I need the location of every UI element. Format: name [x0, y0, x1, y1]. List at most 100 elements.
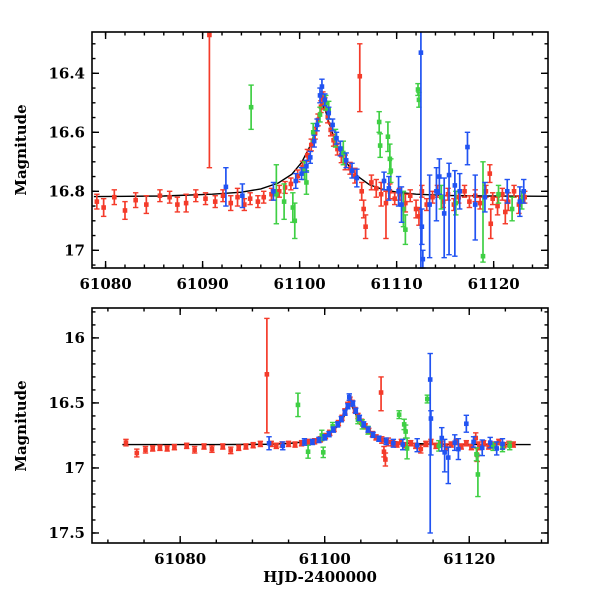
data-point	[305, 439, 311, 445]
data-point	[288, 181, 294, 187]
data-point	[340, 150, 346, 156]
data-point	[339, 416, 344, 422]
data-point	[445, 191, 451, 197]
data-point	[315, 117, 321, 123]
data-point	[428, 416, 434, 421]
data-point	[414, 442, 420, 448]
data-point	[386, 186, 392, 191]
data-point	[316, 437, 322, 443]
data-point	[273, 443, 279, 449]
data-point	[381, 178, 387, 184]
data-point	[314, 122, 320, 128]
data-point	[184, 443, 189, 449]
data-point	[471, 439, 476, 445]
data-point	[383, 457, 388, 462]
data-point	[423, 441, 429, 447]
data-point	[183, 200, 189, 206]
ticks-bottom	[92, 308, 548, 543]
data-point	[353, 408, 359, 414]
data-point	[228, 448, 234, 453]
data-point	[453, 200, 459, 206]
data-point	[434, 189, 439, 194]
y-tick-labels-bottom: 16 16.5 17 17.5	[48, 329, 85, 542]
data-point	[436, 443, 442, 449]
data-point	[133, 197, 138, 203]
data-point	[157, 193, 163, 199]
data-point	[247, 196, 253, 201]
data-point	[495, 203, 500, 209]
data-point	[479, 445, 485, 451]
data-point	[290, 205, 296, 210]
data-point	[420, 256, 426, 262]
y-tick-label: 17	[64, 459, 85, 477]
data-point	[305, 449, 311, 455]
data-point	[167, 194, 172, 200]
data-point	[464, 440, 469, 446]
data-point	[144, 202, 149, 207]
data-point	[438, 194, 444, 200]
data-point	[335, 422, 341, 427]
data-point	[323, 100, 329, 106]
data-point	[201, 444, 207, 449]
x-tick-label: 61120	[443, 550, 495, 568]
data-point	[481, 440, 486, 446]
data-point	[326, 431, 332, 437]
data-point	[281, 199, 287, 204]
data-point	[392, 196, 398, 201]
data-point	[175, 202, 180, 207]
data-point	[446, 172, 452, 178]
data-point	[282, 185, 288, 190]
data-point	[400, 442, 406, 447]
data-point	[319, 433, 325, 438]
data-point	[399, 202, 404, 207]
data-point	[404, 446, 410, 451]
data-point	[280, 443, 286, 449]
y-tick-labels-top: 16.4 16.6 16.8 17	[48, 64, 85, 259]
data-point	[255, 199, 261, 204]
data-point	[487, 440, 493, 445]
data-point	[439, 435, 445, 441]
data-point	[511, 189, 517, 194]
data-point	[504, 189, 510, 194]
data-point	[212, 199, 218, 204]
x-axis-label: HJD-2400000	[263, 568, 377, 586]
data-point	[416, 97, 422, 103]
data-point	[295, 402, 301, 408]
y-tick-label: 17.5	[48, 524, 85, 542]
data-point	[357, 415, 362, 421]
data-point	[517, 199, 523, 204]
y-tick-label: 16.6	[48, 123, 85, 141]
y-tick-label: 16	[64, 329, 85, 347]
data-point	[345, 403, 351, 409]
axes-frame-bottom	[91, 307, 549, 544]
data-point	[276, 189, 282, 194]
data-point	[418, 446, 424, 452]
data-point	[310, 439, 315, 445]
data-point	[507, 443, 512, 449]
data-point	[408, 440, 413, 446]
data-point	[258, 441, 263, 447]
data-point	[354, 175, 360, 181]
data-point	[445, 455, 451, 460]
data-point	[383, 439, 389, 444]
data-point	[462, 189, 467, 194]
data-point	[477, 200, 483, 206]
data-point	[378, 390, 384, 395]
data-point	[378, 191, 384, 197]
data-point	[500, 441, 505, 447]
data-point	[299, 171, 304, 176]
data-point	[391, 440, 396, 446]
data-point	[425, 396, 430, 402]
data-point	[311, 138, 317, 144]
data-point	[376, 119, 382, 125]
blue-series-bottom	[266, 352, 506, 534]
data-point	[319, 84, 325, 89]
data-point	[302, 439, 307, 445]
data-point	[346, 394, 352, 400]
data-point	[427, 202, 432, 207]
data-point	[330, 122, 335, 128]
data-point	[292, 218, 298, 224]
data-point	[403, 200, 408, 206]
